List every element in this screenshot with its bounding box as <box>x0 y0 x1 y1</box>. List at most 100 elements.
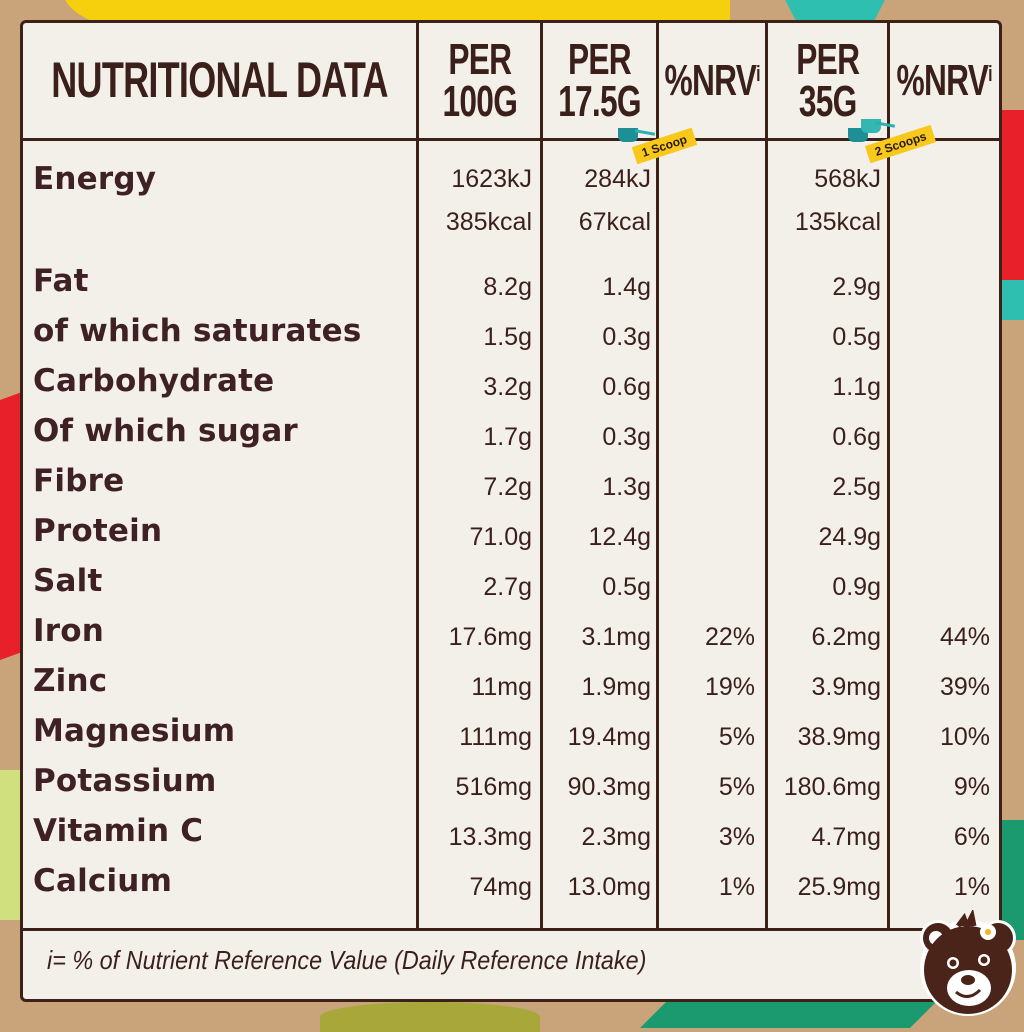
value-per-35g: 24.9g <box>818 523 881 551</box>
row-label: Potassium <box>33 763 217 799</box>
column-header-line: 17.5G <box>558 76 641 126</box>
column-divider <box>656 23 659 928</box>
row-label: Fat <box>33 263 89 299</box>
value-per-100g: 74mg <box>469 873 532 901</box>
value-per-17-5g: 0.3g <box>602 323 651 351</box>
table-row-energy-kj: Energy 1623kJ 284kJ 568kJ <box>23 161 999 211</box>
value-per-35g: 2.9g <box>832 273 881 301</box>
nutrition-table: NUTRITIONAL DATA PER 100G PER 17.5G %NRVi … <box>20 20 1002 1002</box>
background-olive-shape <box>320 1002 540 1032</box>
row-label: Magnesium <box>33 713 236 749</box>
value-per-100g: 7.2g <box>483 473 532 501</box>
value-per-35g: 6.2mg <box>811 623 881 651</box>
table-row-salt: Salt 2.7g 0.5g 0.9g <box>23 563 999 613</box>
background-green-shape-right <box>1002 820 1024 940</box>
nrv-superscript: i <box>755 60 760 86</box>
row-label: Vitamin C <box>33 813 204 849</box>
column-header-per-17-5g: PER 17.5G <box>543 23 656 138</box>
value-per-35g: 3.9mg <box>811 673 881 701</box>
header-divider <box>23 138 999 141</box>
value-per-35g: 0.6g <box>832 423 881 451</box>
value-per-35g: 2.5g <box>832 473 881 501</box>
value-per-35g: 4.7mg <box>811 823 881 851</box>
value-per-100g: 516mg <box>455 773 532 801</box>
table-row-vitamin-c: Vitamin C 13.3mg 2.3mg 3% 4.7mg 6% <box>23 813 999 863</box>
nrv-35g: 10% <box>939 723 990 751</box>
column-header-line: PER <box>795 34 860 84</box>
row-label: Protein <box>33 513 163 549</box>
value-per-35g: 0.5g <box>832 323 881 351</box>
value-per-17-5g: 1.3g <box>602 473 651 501</box>
nrv-35g: 6% <box>953 823 990 851</box>
nrv-superscript: i <box>988 60 993 86</box>
value-per-35g: 0.9g <box>832 573 881 601</box>
value-per-100g: 2.7g <box>483 573 532 601</box>
value-per-100g: 8.2g <box>483 273 532 301</box>
value-per-17-5g: 12.4g <box>588 523 651 551</box>
value-per-100g: 1.5g <box>483 323 532 351</box>
nrv-17-5g: 1% <box>718 873 755 901</box>
value-per-35g: 180.6mg <box>783 773 881 801</box>
value-per-35g: 568kJ <box>814 165 881 193</box>
table-row-calcium: Calcium 74mg 13.0mg 1% 25.9mg 1% <box>23 863 999 913</box>
bear-mascot-icon <box>920 910 1016 1016</box>
footer-divider <box>23 928 999 931</box>
nrv-label: %NRV <box>664 55 756 105</box>
nrv-35g: 39% <box>939 673 990 701</box>
column-header-line: PER <box>568 34 632 84</box>
value-per-100g: 17.6mg <box>448 623 532 651</box>
value-per-100g: 1.7g <box>483 423 532 451</box>
column-header-line: PER <box>447 34 512 84</box>
row-label: Energy <box>33 161 157 197</box>
nrv-17-5g: 22% <box>704 623 755 651</box>
table-row-sugar: Of which sugar 1.7g 0.3g 0.6g <box>23 413 999 463</box>
value-per-100g: 13.3mg <box>448 823 532 851</box>
value-per-100g: 1623kJ <box>451 165 532 193</box>
table-row-fibre: Fibre 7.2g 1.3g 2.5g <box>23 463 999 513</box>
value-per-35g: 1.1g <box>832 373 881 401</box>
footnote-nrv: i= % of Nutrient Reference Value (Daily … <box>47 945 647 975</box>
row-label: Of which sugar <box>33 413 298 449</box>
table-row-carbohydrate: Carbohydrate 3.2g 0.6g 1.1g <box>23 363 999 413</box>
row-label: Carbohydrate <box>33 363 275 399</box>
value-per-35g: 135kcal <box>794 208 881 236</box>
column-divider <box>416 23 419 928</box>
column-header-per-100g: PER 100G <box>419 23 540 138</box>
table-row-energy-kcal: 385kcal 67kcal 135kcal <box>23 208 999 258</box>
table-row-potassium: Potassium 516mg 90.3mg 5% 180.6mg 9% <box>23 763 999 813</box>
value-per-100g: 111mg <box>459 723 532 751</box>
column-divider <box>540 23 543 928</box>
table-row-protein: Protein 71.0g 12.4g 24.9g <box>23 513 999 563</box>
value-per-17-5g: 0.3g <box>602 423 651 451</box>
value-per-17-5g: 19.4mg <box>567 723 651 751</box>
value-per-17-5g: 2.3mg <box>581 823 651 851</box>
column-header-line: 35G <box>798 76 857 126</box>
row-label: Calcium <box>33 863 173 899</box>
value-per-17-5g: 1.4g <box>602 273 651 301</box>
value-per-35g: 25.9mg <box>797 873 881 901</box>
nrv-label: %NRV <box>896 55 989 105</box>
column-divider <box>765 23 768 928</box>
nrv-17-5g: 19% <box>704 673 755 701</box>
value-per-100g: 11mg <box>471 673 532 701</box>
value-per-17-5g: 67kcal <box>578 208 651 236</box>
value-per-17-5g: 1.9mg <box>581 673 651 701</box>
column-header-per-35g: PER 35G <box>768 23 887 138</box>
row-label: Fibre <box>33 463 125 499</box>
background-teal-shape-right <box>1002 280 1024 320</box>
row-label: of which saturates <box>33 313 362 349</box>
table-title: NUTRITIONAL DATA <box>51 51 388 108</box>
row-label: Zinc <box>33 663 108 699</box>
nrv-35g: 44% <box>939 623 990 651</box>
value-per-17-5g: 284kJ <box>584 165 651 193</box>
column-header-nrv-2: %NRVi <box>890 23 999 138</box>
table-row-iron: Iron 17.6mg 3.1mg 22% 6.2mg 44% <box>23 613 999 663</box>
column-header-line: 100G <box>442 76 517 126</box>
table-row-saturates: of which saturates 1.5g 0.3g 0.5g <box>23 313 999 363</box>
background-teal-shape <box>780 0 890 22</box>
background-green-shape-bottom <box>640 998 940 1028</box>
value-per-17-5g: 0.5g <box>602 573 651 601</box>
value-per-100g: 71.0g <box>469 523 532 551</box>
nrv-17-5g: 5% <box>718 723 755 751</box>
column-header-nrv-1: %NRVi <box>659 23 765 138</box>
